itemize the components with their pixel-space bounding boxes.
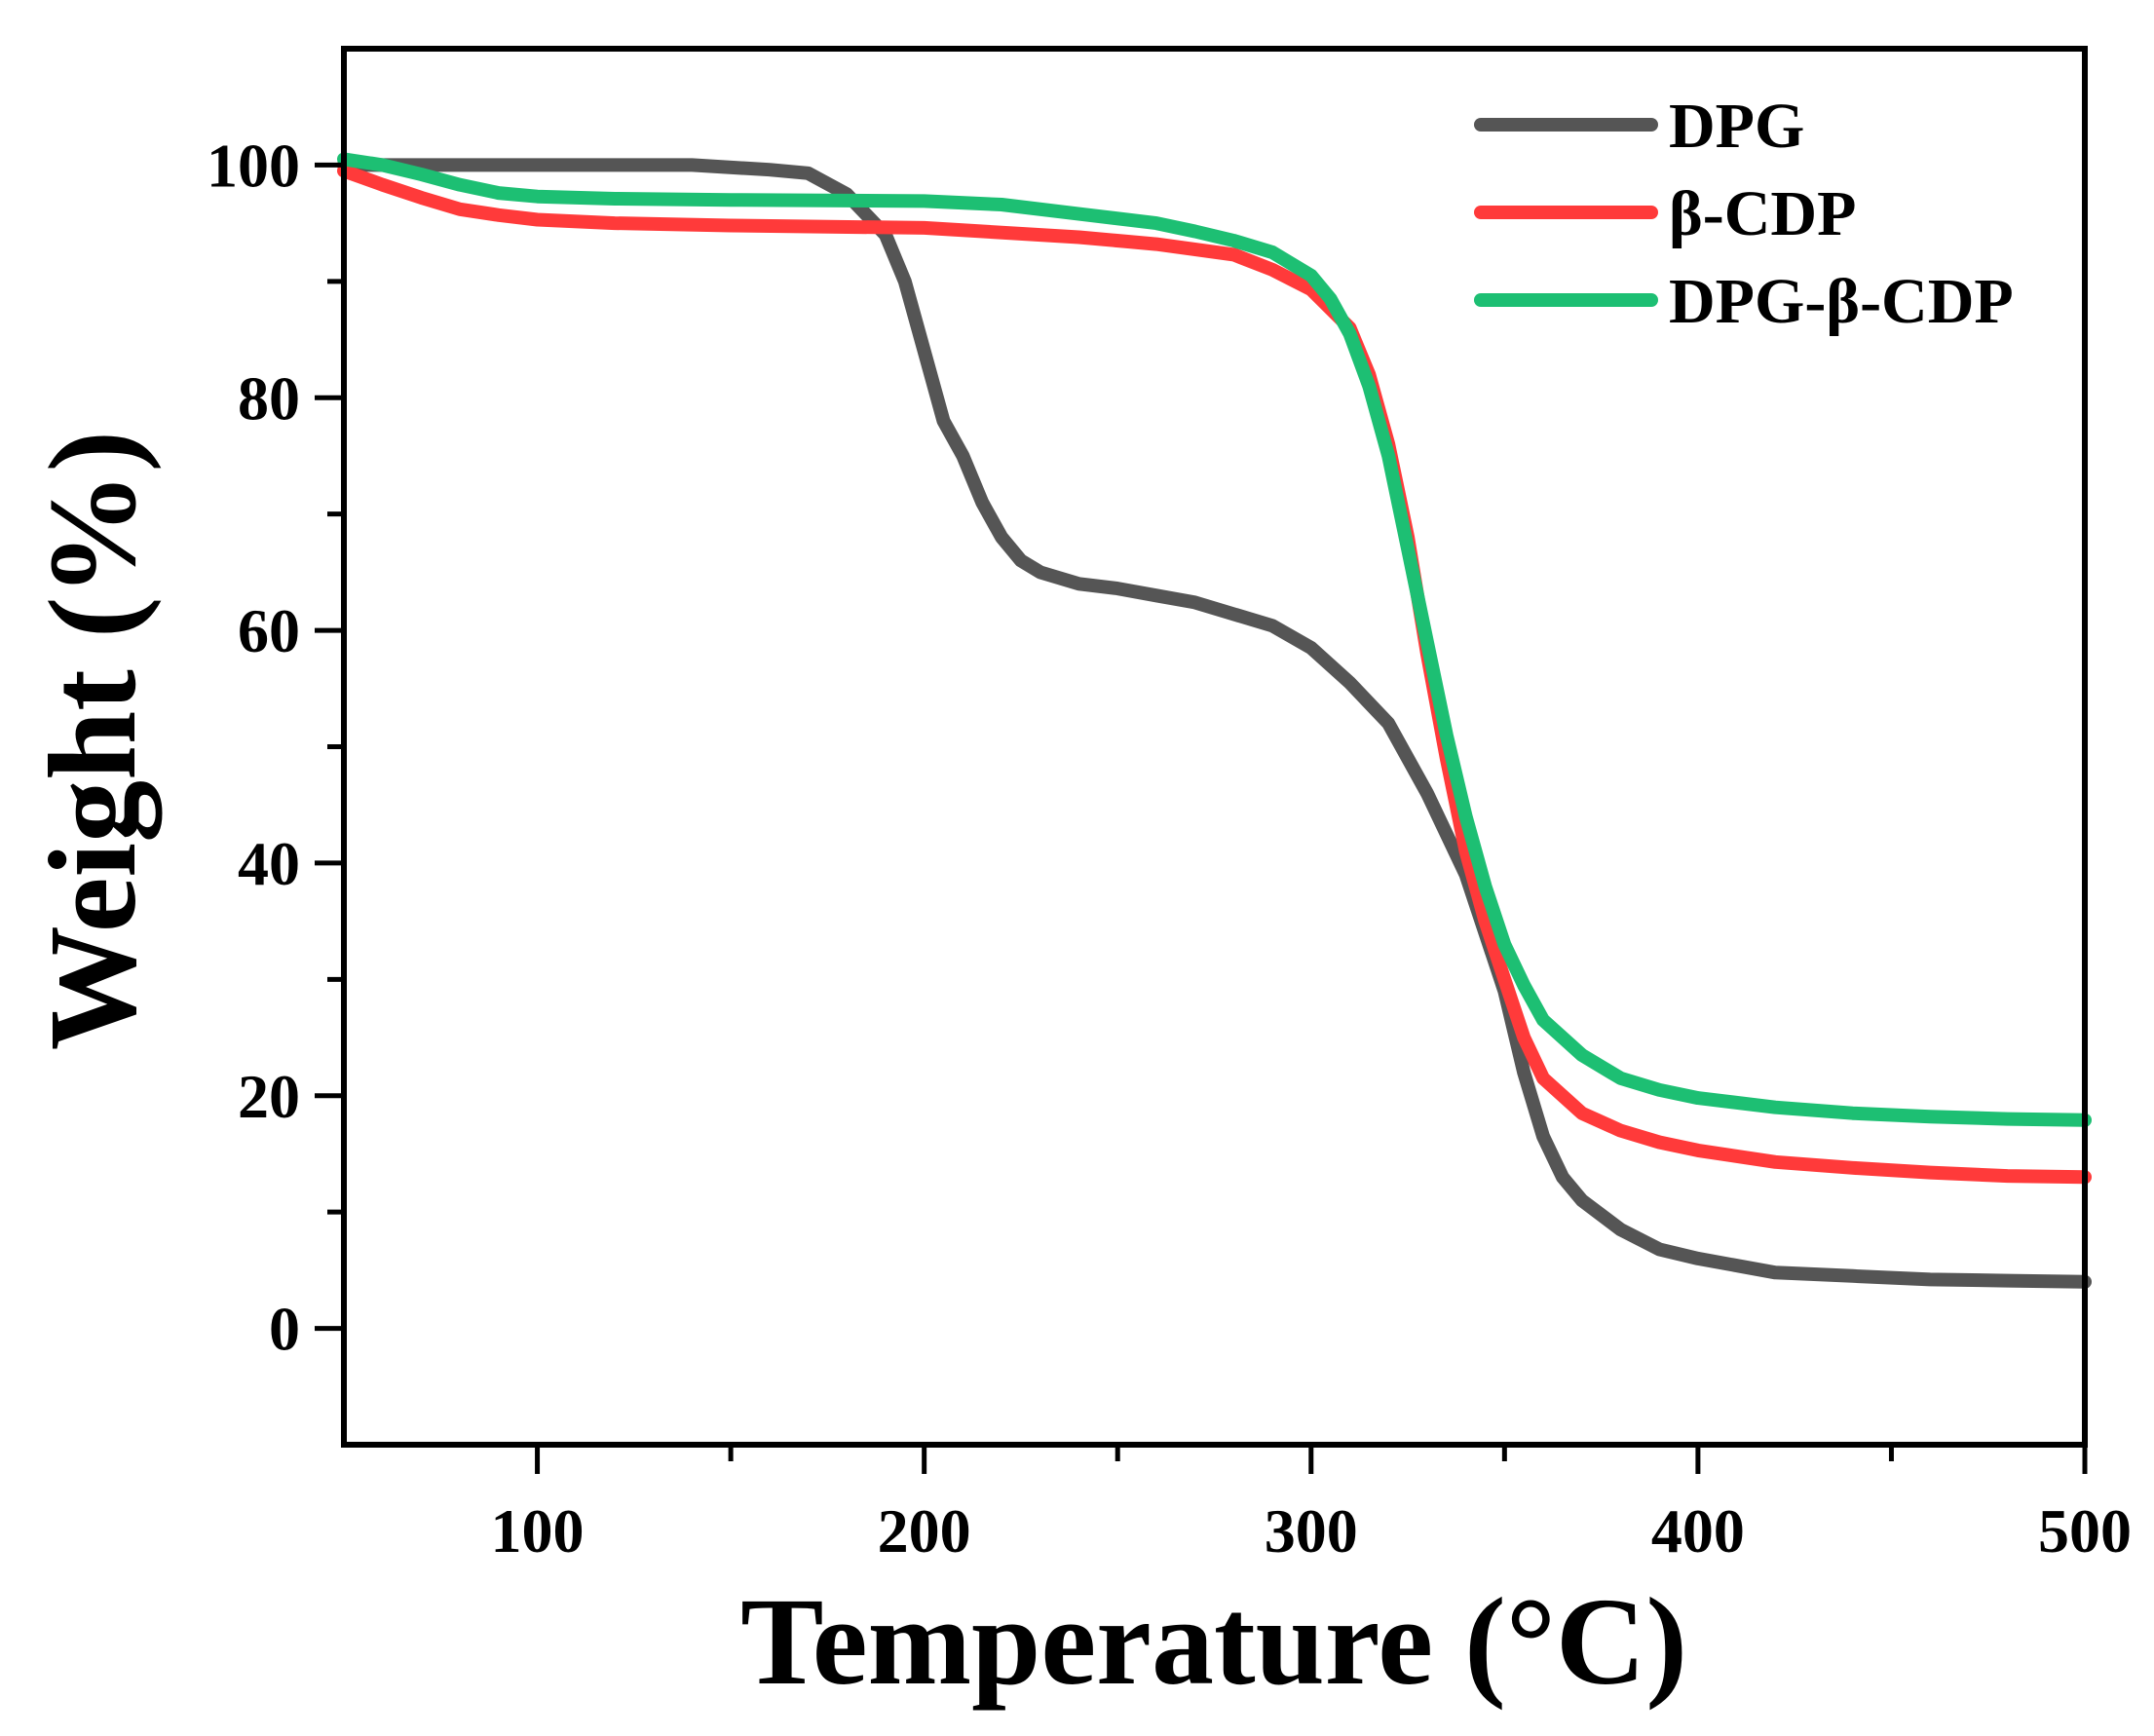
series-line-0 [337, 158, 2092, 1289]
x-tick-label: 200 [878, 1496, 971, 1566]
legend-label-0: DPG [1669, 91, 1804, 162]
x-tick-label: 400 [1651, 1496, 1745, 1566]
y-tick-label: 100 [207, 131, 300, 200]
tick-layer [315, 162, 2088, 1474]
tick-label-layer: 100 200 300 400 500 0 20 40 60 80 100 [207, 131, 2132, 1566]
x-tick-label: 300 [1265, 1496, 1358, 1566]
y-tick-label: 60 [238, 596, 300, 665]
x-axis-title: Temperature (°C) [740, 1572, 1687, 1711]
y-tick-label: 80 [238, 363, 300, 433]
legend-label-1: β-CDP [1669, 178, 1856, 249]
x-tick-label: 100 [491, 1496, 585, 1566]
y-axis-title: Weight (%) [23, 431, 162, 1050]
y-tick-label: 20 [238, 1062, 300, 1131]
legend-label-2: DPG-β-CDP [1669, 266, 2014, 337]
legend: DPG β-CDP DPG-β-CDP [1474, 91, 2014, 337]
series-layer [337, 152, 2092, 1289]
y-tick-label: 40 [238, 829, 300, 898]
series-line-2 [337, 152, 2092, 1127]
x-tick-label: 500 [2038, 1496, 2132, 1566]
y-tick-label: 0 [269, 1295, 300, 1364]
